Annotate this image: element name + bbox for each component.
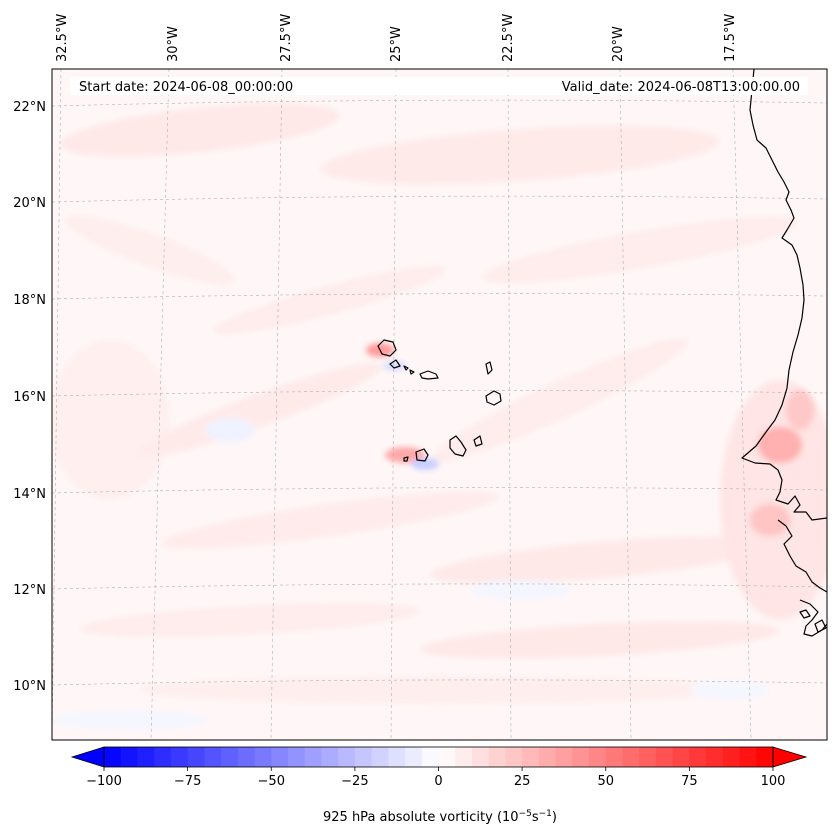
lat-label: 14°N	[13, 487, 46, 502]
colorbar-cell	[471, 747, 490, 767]
colorbar: −100 −75 −50 −25 0 25 50 75 100 925 hPa absolute…	[70, 746, 808, 825]
colorbar-cell	[438, 747, 456, 767]
longitude-labels: 32.5°W 30°W 27.5°W 25°W 22.5°W 20°W 17.5°W	[55, 14, 738, 62]
colorbar-cell	[455, 747, 473, 767]
colorbar-label: 925 hPa absolute vorticity (10−5s−1)	[323, 809, 557, 825]
colorbar-cell	[120, 747, 138, 767]
lon-label: 32.5°W	[55, 14, 70, 62]
colorbar-tick-label: 100	[761, 774, 786, 789]
colorbar-cell	[555, 747, 573, 767]
lat-label: 18°N	[13, 293, 46, 308]
colorbar-extend-high	[772, 746, 808, 768]
info-banner	[70, 77, 808, 95]
vorticity-field	[52, 103, 827, 730]
colorbar-label-exp1: −5	[519, 809, 532, 819]
colorbar-cell	[187, 747, 205, 767]
colorbar-cell	[622, 747, 640, 767]
colorbar-cell	[170, 747, 189, 767]
colorbar-cell	[287, 747, 306, 767]
lat-label: 12°N	[13, 583, 46, 598]
colorbar-cell	[271, 747, 289, 767]
colorbar-cell	[254, 747, 272, 767]
colorbar-label-exp2: −1	[539, 809, 552, 819]
colorbar-tick-label: 25	[514, 774, 531, 789]
colorbar-cell	[655, 747, 674, 767]
santo-antao-island	[377, 339, 397, 357]
colorbar-label-main: 925 hPa absolute vorticity (10	[323, 810, 519, 825]
colorbar-cell	[371, 747, 389, 767]
colorbar-cell	[137, 747, 155, 767]
lon-label: 20°W	[611, 26, 626, 62]
colorbar-cell	[522, 747, 540, 767]
colorbar-tick-label: −50	[258, 774, 285, 789]
colorbar-ticks: −100 −75 −50 −25 0 25 50 75 100	[86, 767, 785, 789]
lon-label: 22.5°W	[501, 14, 516, 62]
colorbar-extend-low	[70, 746, 105, 768]
colorbar-cell	[589, 747, 607, 767]
map-frame	[51, 68, 828, 741]
lat-label: 10°N	[13, 679, 46, 694]
colorbar-cell	[538, 747, 557, 767]
colorbar-cell	[338, 747, 356, 767]
colorbar-tick-label: 0	[434, 774, 442, 789]
colorbar-cell	[706, 747, 724, 767]
colorbar-cell	[672, 747, 690, 767]
africa-coastline	[741, 69, 827, 521]
colorbar-tick-label: −75	[174, 774, 201, 789]
latitude-labels: 22°N 20°N 18°N 16°N 14°N 12°N 10°N	[13, 100, 46, 694]
colorbar-tick-label: 50	[597, 774, 614, 789]
colorbar-cell	[154, 747, 172, 767]
lat-label: 22°N	[13, 100, 46, 115]
colorbar-cell	[488, 747, 506, 767]
colorbar-cell	[204, 747, 222, 767]
lon-label: 27.5°W	[279, 14, 294, 62]
colorbar-tick-label: 75	[681, 774, 698, 789]
colorbar-cell	[405, 747, 423, 767]
colorbar-cell	[354, 747, 373, 767]
colorbar-cell	[605, 747, 623, 767]
colorbar-cell	[388, 747, 406, 767]
colorbar-cell	[639, 747, 657, 767]
lat-label: 16°N	[13, 390, 46, 405]
colorbar-cell	[572, 747, 590, 767]
colorbar-cells	[104, 747, 774, 767]
valid-date-label: Valid_date: 2024-06-08T13:00:00.00	[562, 80, 800, 95]
colorbar-cell	[321, 747, 339, 767]
colorbar-cell	[505, 747, 523, 767]
colorbar-cell	[421, 747, 440, 767]
colorbar-tick-label: −25	[341, 774, 368, 789]
colorbar-cell	[221, 747, 239, 767]
start-date-label: Start date: 2024-06-08_00:00:00	[79, 80, 293, 95]
coastlines	[377, 69, 827, 637]
lat-label: 20°N	[13, 196, 46, 211]
lon-label: 17.5°W	[723, 14, 738, 62]
map-panel: Start date: 2024-06-08_00:00:00 Valid_da…	[51, 68, 828, 741]
lon-label: 25°W	[389, 26, 404, 62]
colorbar-cell	[722, 747, 741, 767]
colorbar-label-mid: s	[532, 810, 539, 825]
graticule	[52, 69, 827, 740]
colorbar-cell	[739, 747, 757, 767]
colorbar-cell	[104, 747, 122, 767]
colorbar-label-end: )	[552, 810, 557, 825]
colorbar-cell	[237, 747, 256, 767]
colorbar-cell	[689, 747, 707, 767]
colorbar-tick-label: −100	[86, 774, 122, 789]
colorbar-cell	[304, 747, 322, 767]
colorbar-cell	[756, 747, 774, 767]
lon-label: 30°W	[166, 26, 181, 62]
